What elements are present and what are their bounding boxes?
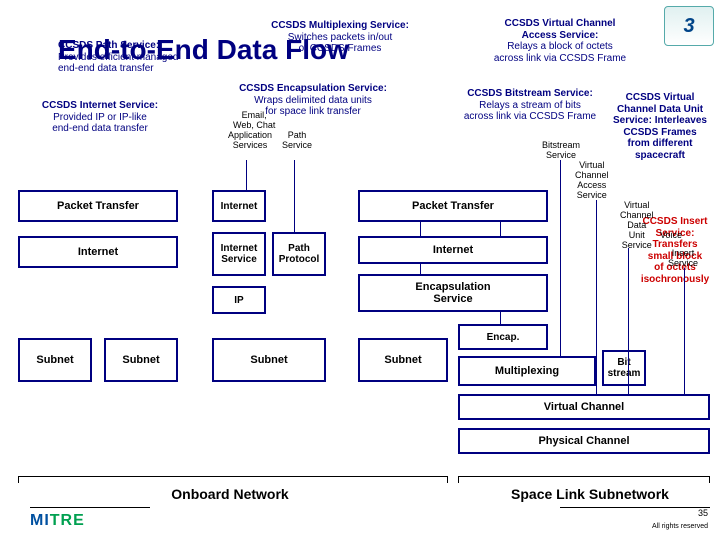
label-onboard: Onboard Network [130, 486, 330, 502]
footer-line-left [30, 507, 150, 508]
conn-6 [684, 268, 685, 394]
note-path-body: Provides efficient managed end-end data … [58, 52, 178, 75]
label-apps: Application Services [228, 130, 272, 150]
conn-1 [246, 160, 247, 190]
note-internet-head: CCSDS Internet Service: [42, 100, 158, 111]
note-path-head: CCSDS Path Service: [58, 40, 159, 51]
box-encapL: Encap. [458, 324, 548, 350]
box-sub4: Subnet [358, 338, 448, 382]
box-sub3: Subnet [212, 338, 326, 382]
note-mux: CCSDS Multiplexing Service: Switches pac… [235, 20, 445, 55]
note-mux-body: Switches packets in/out of CCSDS Frames [288, 32, 393, 55]
conn-7d [420, 264, 421, 274]
slide-number: 35 [698, 508, 708, 518]
note-bitstream-body: Relays a stream of bits across link via … [464, 100, 596, 123]
box-ip: IP [212, 286, 266, 314]
box-mux: Multiplexing [458, 356, 596, 386]
conn-3 [560, 160, 561, 356]
box-encap: Encapsulation Service [358, 274, 548, 312]
brace-space [458, 476, 710, 482]
conn-4 [596, 200, 597, 394]
note-vca-body: Relays a block of octets across link via… [494, 41, 626, 64]
box-vc: Virtual Channel [458, 394, 710, 420]
box-inet3: Internet [358, 236, 548, 264]
label-insert-svc: Insert Service [668, 248, 698, 268]
box-pc: Physical Channel [458, 428, 710, 454]
conn-5 [628, 248, 629, 394]
box-sub1: Subnet [18, 338, 92, 382]
box-sub2: Subnet [104, 338, 178, 382]
box-pp: Path Protocol [272, 232, 326, 276]
box-inet1: Internet [18, 236, 178, 268]
mitre-logo: MITRE [30, 512, 85, 530]
note-mux-head: CCSDS Multiplexing Service: [271, 20, 409, 31]
box-pkt1: Packet Transfer [18, 190, 178, 222]
label-bitstream-svc: Bitstream Service [542, 140, 580, 160]
label-space: Space Link Subnetwork [480, 486, 700, 502]
conn-7b [500, 222, 501, 236]
label-voice: Voice [660, 230, 682, 240]
brace-onboard [18, 476, 448, 482]
note-path: CCSDS Path Service: Provides efficient m… [58, 40, 248, 75]
label-path-svc: Path Service [282, 130, 312, 150]
note-internet: CCSDS Internet Service: Provided IP or I… [10, 100, 190, 135]
mitre-b: TRE [50, 512, 85, 529]
note-bitstream-head: CCSDS Bitstream Service: [467, 88, 593, 99]
rights-text: All rights reserved [652, 523, 708, 530]
mitre-a: MI [30, 512, 50, 529]
logo-3: 3 [664, 6, 714, 46]
box-inet2b: Internet Service [212, 232, 266, 276]
label-vcdu-svc: Virtual Channel Data Unit Service [620, 200, 654, 250]
note-encap-head: CCSDS Encapsulation Service: [239, 83, 387, 94]
box-inet2a: Internet [212, 190, 266, 222]
note-vca: CCSDS Virtual Channel Access Service: Re… [460, 18, 660, 64]
conn-7 [500, 312, 501, 324]
conn-7c [420, 222, 421, 236]
box-bits: Bit stream [602, 350, 646, 386]
note-vca-head: CCSDS Virtual Channel Access Service: [505, 18, 616, 41]
label-email: Email, Web, Chat [233, 110, 275, 130]
note-vcdu-head: CCSDS Virtual Channel Data Unit Service:… [613, 92, 707, 161]
footer-line-right [560, 507, 710, 508]
conn-2 [294, 160, 295, 232]
box-pkt2: Packet Transfer [358, 190, 548, 222]
note-internet-body: Provided IP or IP-like end-end data tran… [52, 112, 148, 135]
label-vcas: Virtual Channel Access Service [575, 160, 609, 200]
note-vcdu: CCSDS Virtual Channel Data Unit Service:… [600, 92, 720, 161]
